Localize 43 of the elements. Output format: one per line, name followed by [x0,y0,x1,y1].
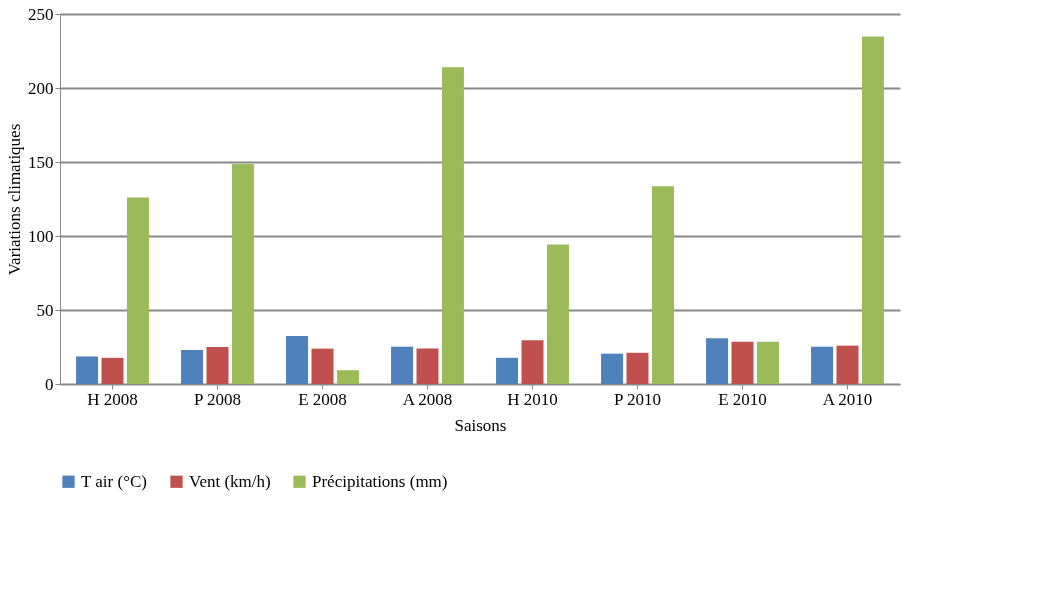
legend-label: T air (°C) [81,471,147,491]
bar [311,348,334,384]
bar [441,67,464,384]
bar [601,353,624,384]
x-tick-label: P 2008 [193,389,242,409]
bar [416,348,439,384]
x-tick-label: E 2010 [718,389,767,409]
y-tick-label: 200 [28,78,54,98]
bar [756,341,779,384]
y-axis-title: Variations climatiques [5,123,24,276]
bar [521,340,544,384]
bar [76,356,99,384]
x-tick-label: H 2008 [87,389,138,409]
bar [836,345,859,384]
bar [651,186,674,384]
legend-label: Vent (km/h) [189,471,271,491]
x-tick-label: A 2008 [402,389,453,409]
bar [811,346,834,384]
y-tick-label: 150 [28,152,54,172]
y-tick-label: 250 [28,4,54,24]
bar [101,357,124,384]
y-tick-label: 50 [36,300,54,320]
bar [706,338,729,384]
x-tick-label: H 2010 [507,389,558,409]
y-tick-label: 0 [45,374,54,394]
bar [336,370,359,384]
bar [231,164,254,384]
x-tick-label: E 2008 [298,389,347,409]
y-tick-label: 100 [28,226,54,246]
legend-label: Précipitations (mm) [312,471,448,491]
x-tick-label: P 2010 [613,389,662,409]
x-axis-title: Saisons [454,415,507,435]
bar [731,341,754,384]
bar [546,244,569,384]
bar [861,36,884,384]
bar [206,347,229,384]
bar [391,346,414,384]
bar [126,197,149,384]
bar [181,349,204,384]
x-tick-label: A 2010 [822,389,873,409]
bar [626,352,649,384]
bar [286,335,309,384]
bar [496,357,519,384]
